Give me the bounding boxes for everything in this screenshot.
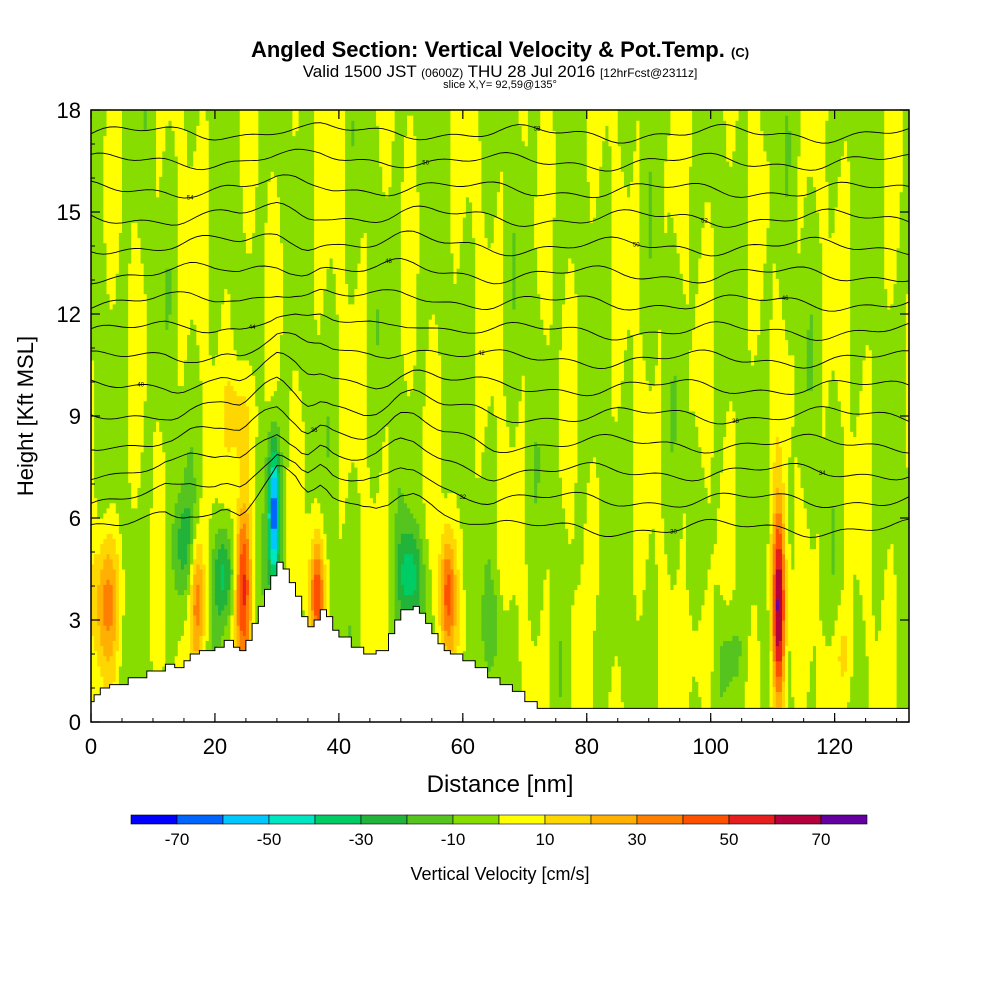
cross-section-chart: 585654525048464442403836343230 0 20 40 60 80… xyxy=(0,0,1000,1000)
velocity-field xyxy=(91,110,910,723)
figure-root: Angled Section: Vertical Velocity & Pot.… xyxy=(0,0,1000,1000)
